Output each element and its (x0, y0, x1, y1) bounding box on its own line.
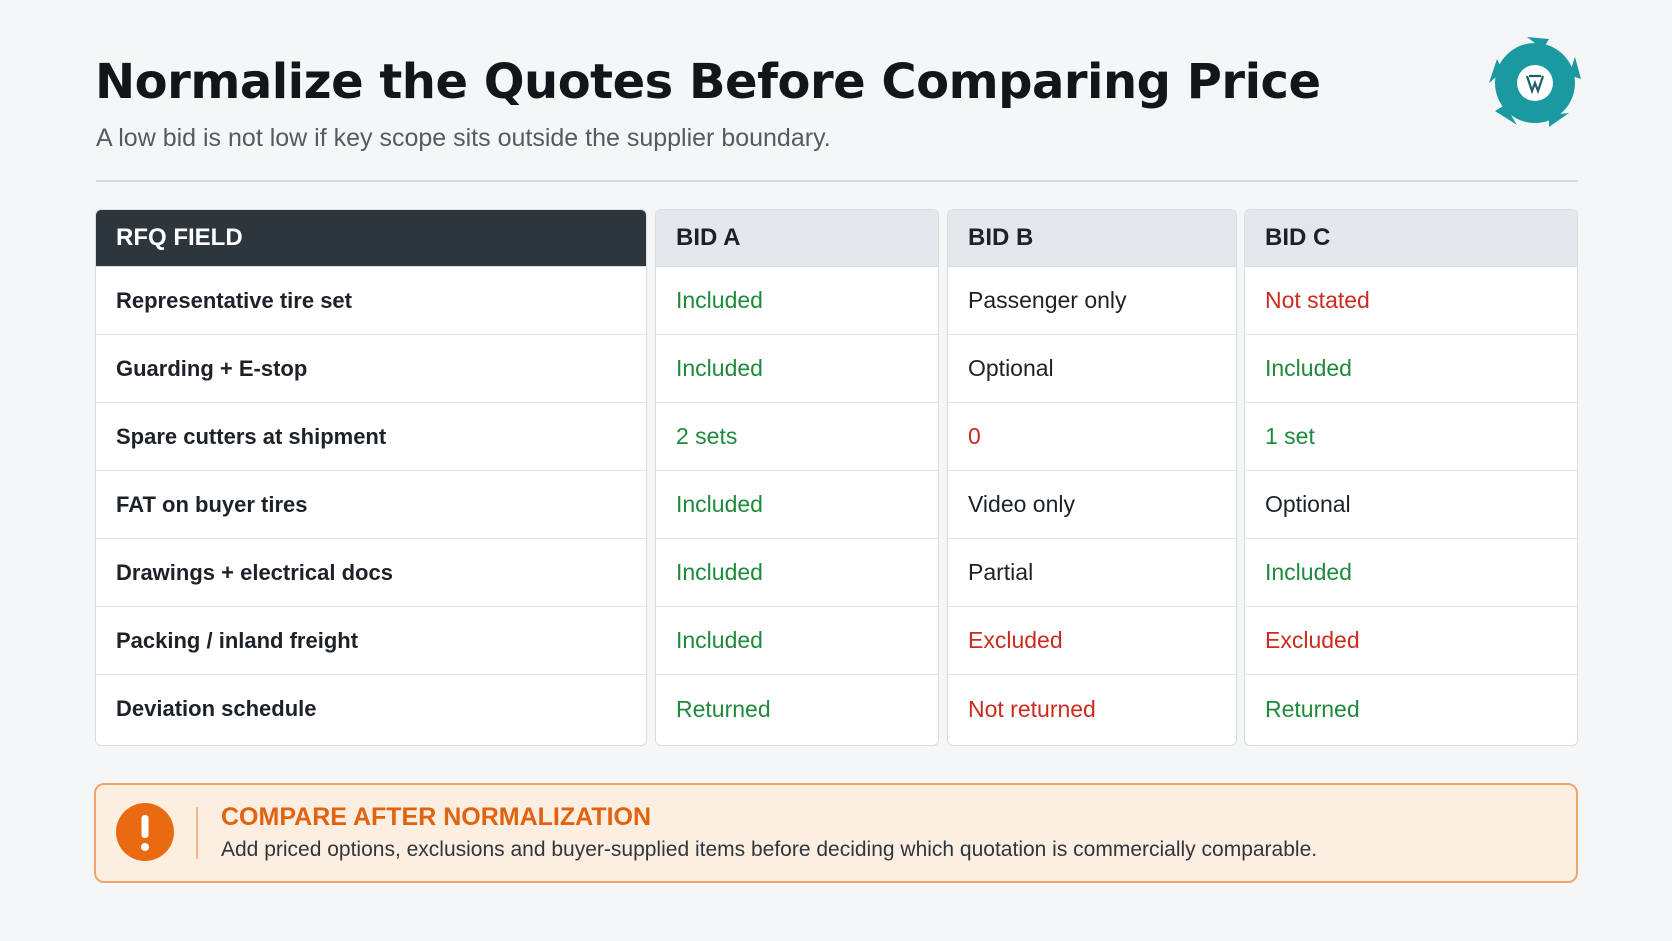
divider (96, 180, 1578, 182)
subtitle: A low bid is not low if key scope sits o… (96, 124, 831, 152)
cell: 0 (948, 403, 1236, 471)
cell: Returned (676, 695, 771, 722)
title: Normalize the Quotes Before Comparing Pr… (95, 54, 1321, 110)
cell: Passenger only (948, 267, 1236, 335)
column-header: BID A (656, 210, 938, 267)
cell: 2 sets (656, 403, 938, 471)
cell: Included (656, 471, 938, 539)
separator (196, 807, 198, 859)
row-label: FAT on buyer tires (96, 471, 646, 539)
row-label: Drawings + electrical docs (96, 539, 646, 607)
alert-icon (116, 803, 174, 861)
cell: Included (1245, 539, 1577, 607)
row-label: Guarding + E-stop (96, 335, 646, 403)
row-label: Packing / inland freight (96, 607, 646, 675)
row-label: Representative tire set (96, 267, 646, 335)
cell: Excluded (948, 607, 1236, 675)
cell: 1 set (1245, 403, 1577, 471)
table-column: BID A Included Included 2 sets Included Inclu… (655, 209, 939, 746)
table-column: RFQ FIELD Representative tire set Guarding… (95, 209, 647, 746)
cell: Optional (1245, 471, 1577, 539)
logo (1489, 37, 1581, 127)
cell: Video only (948, 471, 1236, 539)
cell: Not stated (1245, 267, 1577, 335)
cell: Included (656, 607, 938, 675)
table-column: BID B Passenger only Optional 0 Video only Pa… (947, 209, 1237, 746)
table-column: BID C Not stated Included 1 set Optional Incl… (1244, 209, 1578, 746)
cell: Partial (948, 539, 1236, 607)
cell: Included (1245, 335, 1577, 403)
column-header: RFQ FIELD (96, 210, 646, 267)
cell: Included (656, 335, 938, 403)
cell: Not returned (968, 695, 1096, 722)
cell: Optional (948, 335, 1236, 403)
callout-text: Add priced options, exclusions and buyer… (221, 838, 1318, 861)
column-header: BID B (948, 210, 1236, 267)
row-label: Spare cutters at shipment (96, 403, 646, 471)
callout-title: COMPARE AFTER NORMALIZATION (221, 803, 652, 831)
cell: Excluded (1245, 607, 1577, 675)
column-header: BID C (1245, 210, 1577, 267)
cell: Included (656, 267, 938, 335)
callout (94, 783, 1578, 883)
cell: Returned (1265, 695, 1360, 722)
cell: Included (656, 539, 938, 607)
row-label: Deviation schedule (116, 696, 317, 721)
